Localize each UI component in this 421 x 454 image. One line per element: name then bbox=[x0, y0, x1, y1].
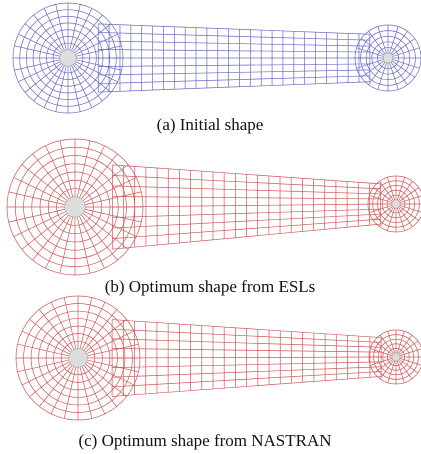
mesh-line bbox=[98, 64, 370, 67]
mesh-spoke bbox=[34, 64, 63, 101]
caption: (c) Optimum shape from NASTRAN bbox=[78, 431, 331, 450]
mesh-spoke bbox=[30, 319, 71, 352]
caption: (a) Initial shape bbox=[157, 115, 264, 134]
mesh-line bbox=[98, 70, 370, 75]
mesh-spoke bbox=[22, 165, 67, 201]
mesh-spoke bbox=[39, 310, 72, 351]
mesh-spoke bbox=[85, 364, 126, 397]
mesh-spoke bbox=[83, 213, 128, 249]
caption: (b) Optimum shape from ESLs bbox=[105, 277, 316, 296]
figure: (a) Initial shape (b) Optimum shape from… bbox=[0, 0, 421, 454]
mesh-line bbox=[98, 49, 370, 52]
mesh-spoke bbox=[84, 310, 117, 351]
mesh-hub bbox=[69, 349, 88, 368]
mesh-hub bbox=[392, 200, 400, 208]
mesh-spoke bbox=[33, 154, 69, 199]
mesh-spoke bbox=[34, 15, 63, 52]
mesh-spoke bbox=[33, 215, 69, 260]
mesh-spoke bbox=[74, 24, 111, 53]
mesh-line bbox=[98, 82, 370, 92]
mesh-hub bbox=[383, 53, 393, 63]
mesh-line bbox=[98, 41, 370, 46]
mesh-hub bbox=[65, 197, 85, 217]
mesh-spoke bbox=[83, 165, 128, 201]
mesh-line bbox=[98, 24, 370, 34]
mesh-spoke bbox=[84, 365, 117, 406]
mesh-spoke bbox=[30, 364, 71, 397]
mesh-line bbox=[112, 357, 381, 358]
mesh-spoke bbox=[81, 215, 117, 260]
mesh-spoke bbox=[81, 154, 117, 199]
mesh-line bbox=[98, 76, 370, 84]
mesh-spoke bbox=[74, 63, 111, 92]
mesh-spoke bbox=[85, 319, 126, 352]
mesh-hub bbox=[60, 50, 77, 67]
mesh-spoke bbox=[22, 213, 67, 249]
mesh-spoke bbox=[39, 365, 72, 406]
meshes bbox=[7, 3, 421, 420]
mesh-spoke bbox=[25, 63, 62, 92]
mesh-line bbox=[98, 32, 370, 40]
mesh-spoke bbox=[25, 24, 62, 53]
mesh-hub bbox=[392, 353, 400, 361]
